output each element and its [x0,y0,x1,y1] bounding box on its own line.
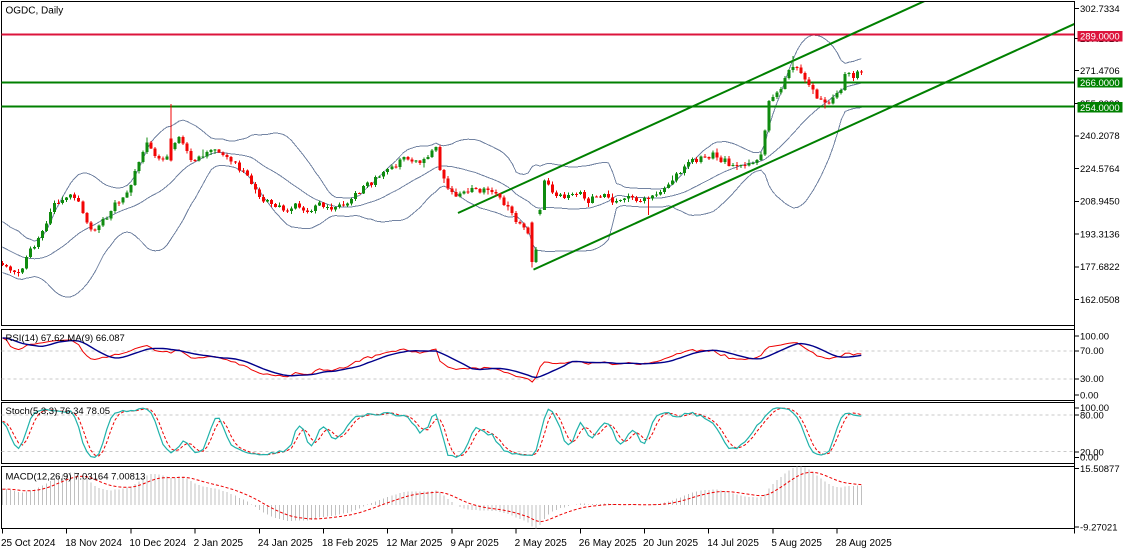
svg-text:-9.27021: -9.27021 [1080,522,1118,533]
svg-text:RSI(14) 67.62 MA(9) 66.087: RSI(14) 67.62 MA(9) 66.087 [6,333,125,344]
svg-text:266.0000: 266.0000 [1080,78,1120,89]
svg-text:254.0000: 254.0000 [1080,103,1120,114]
svg-text:2 Jan 2025: 2 Jan 2025 [194,538,244,549]
svg-text:5 Aug 2025: 5 Aug 2025 [771,538,822,549]
svg-text:9 Apr 2025: 9 Apr 2025 [450,538,499,549]
svg-text:224.5764: 224.5764 [1080,164,1120,175]
svg-text:80.00: 80.00 [1080,410,1104,421]
svg-text:271.4706: 271.4706 [1080,66,1120,77]
svg-text:15.50877: 15.50877 [1080,464,1120,475]
svg-text:100.00: 100.00 [1080,403,1109,414]
svg-text:28 Aug 2025: 28 Aug 2025 [836,538,893,549]
svg-text:289.0000: 289.0000 [1080,32,1120,43]
svg-text:14 Jul 2025: 14 Jul 2025 [707,538,759,549]
svg-text:0.00: 0.00 [1080,453,1099,464]
svg-text:26 May 2025: 26 May 2025 [579,538,637,549]
svg-text:24 Jan 2025: 24 Jan 2025 [258,538,313,549]
svg-text:240.2078: 240.2078 [1080,131,1120,142]
svg-text:18 Feb 2025: 18 Feb 2025 [322,538,379,549]
svg-text:20.00: 20.00 [1080,448,1104,459]
svg-text:MACD(12,26,9) 7.03164 7.00813: MACD(12,26,9) 7.03164 7.00813 [6,472,146,483]
svg-text:70.00: 70.00 [1080,346,1104,357]
svg-text:OGDC, Daily: OGDC, Daily [6,6,64,17]
svg-text:25 Oct 2024: 25 Oct 2024 [1,538,56,549]
svg-text:2 May 2025: 2 May 2025 [515,538,568,549]
svg-text:12 Mar 2025: 12 Mar 2025 [386,538,443,549]
svg-text:10 Dec 2024: 10 Dec 2024 [129,538,186,549]
svg-text:20 Jun 2025: 20 Jun 2025 [643,538,698,549]
svg-text:Stoch(5,3,3) 76.34 78.05: Stoch(5,3,3) 76.34 78.05 [6,406,111,417]
svg-text:30.00: 30.00 [1080,374,1104,385]
svg-text:177.6822: 177.6822 [1080,262,1120,273]
svg-text:162.0508: 162.0508 [1080,295,1120,306]
svg-text:0.00: 0.00 [1080,391,1099,402]
svg-text:208.9450: 208.9450 [1080,197,1120,208]
svg-text:193.3136: 193.3136 [1080,230,1120,241]
svg-text:302.7334: 302.7334 [1080,4,1120,15]
svg-text:18 Nov 2024: 18 Nov 2024 [65,538,122,549]
svg-text:100.00: 100.00 [1080,331,1109,342]
